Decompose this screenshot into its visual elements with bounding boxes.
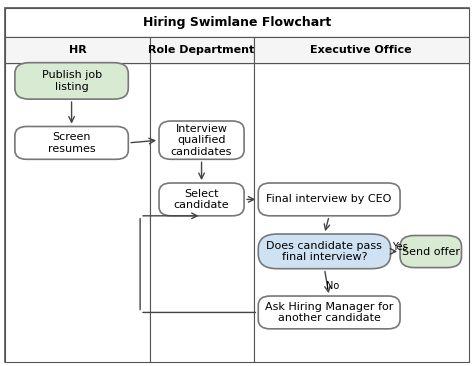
Text: Interview
qualified
candidates: Interview qualified candidates (171, 124, 232, 157)
FancyBboxPatch shape (400, 235, 462, 268)
FancyBboxPatch shape (258, 234, 391, 269)
Text: Ask Hiring Manager for
another candidate: Ask Hiring Manager for another candidate (265, 302, 393, 323)
Text: Yes: Yes (392, 242, 408, 252)
FancyBboxPatch shape (5, 8, 469, 362)
Text: Send offer: Send offer (402, 247, 460, 257)
FancyBboxPatch shape (258, 183, 400, 216)
FancyBboxPatch shape (159, 121, 244, 159)
FancyBboxPatch shape (15, 127, 128, 159)
Text: No: No (326, 281, 339, 291)
FancyBboxPatch shape (159, 183, 244, 216)
Text: Publish job
listing: Publish job listing (42, 70, 101, 92)
FancyBboxPatch shape (5, 37, 150, 63)
FancyBboxPatch shape (254, 37, 469, 63)
FancyBboxPatch shape (5, 63, 150, 362)
FancyBboxPatch shape (5, 37, 469, 63)
FancyBboxPatch shape (15, 63, 128, 99)
FancyBboxPatch shape (258, 296, 400, 329)
FancyBboxPatch shape (254, 63, 469, 362)
FancyBboxPatch shape (150, 63, 254, 362)
Text: Screen
resumes: Screen resumes (48, 132, 95, 154)
Text: HR: HR (69, 45, 86, 55)
FancyBboxPatch shape (150, 37, 254, 63)
Text: Hiring Swimlane Flowchart: Hiring Swimlane Flowchart (143, 16, 331, 29)
Text: Does candidate pass
final interview?: Does candidate pass final interview? (266, 240, 383, 262)
Text: Final interview by CEO: Final interview by CEO (266, 194, 392, 204)
Text: Select
candidate: Select candidate (174, 188, 229, 210)
Text: Role Department: Role Department (148, 45, 255, 55)
FancyBboxPatch shape (5, 8, 469, 37)
Text: Executive Office: Executive Office (310, 45, 412, 55)
